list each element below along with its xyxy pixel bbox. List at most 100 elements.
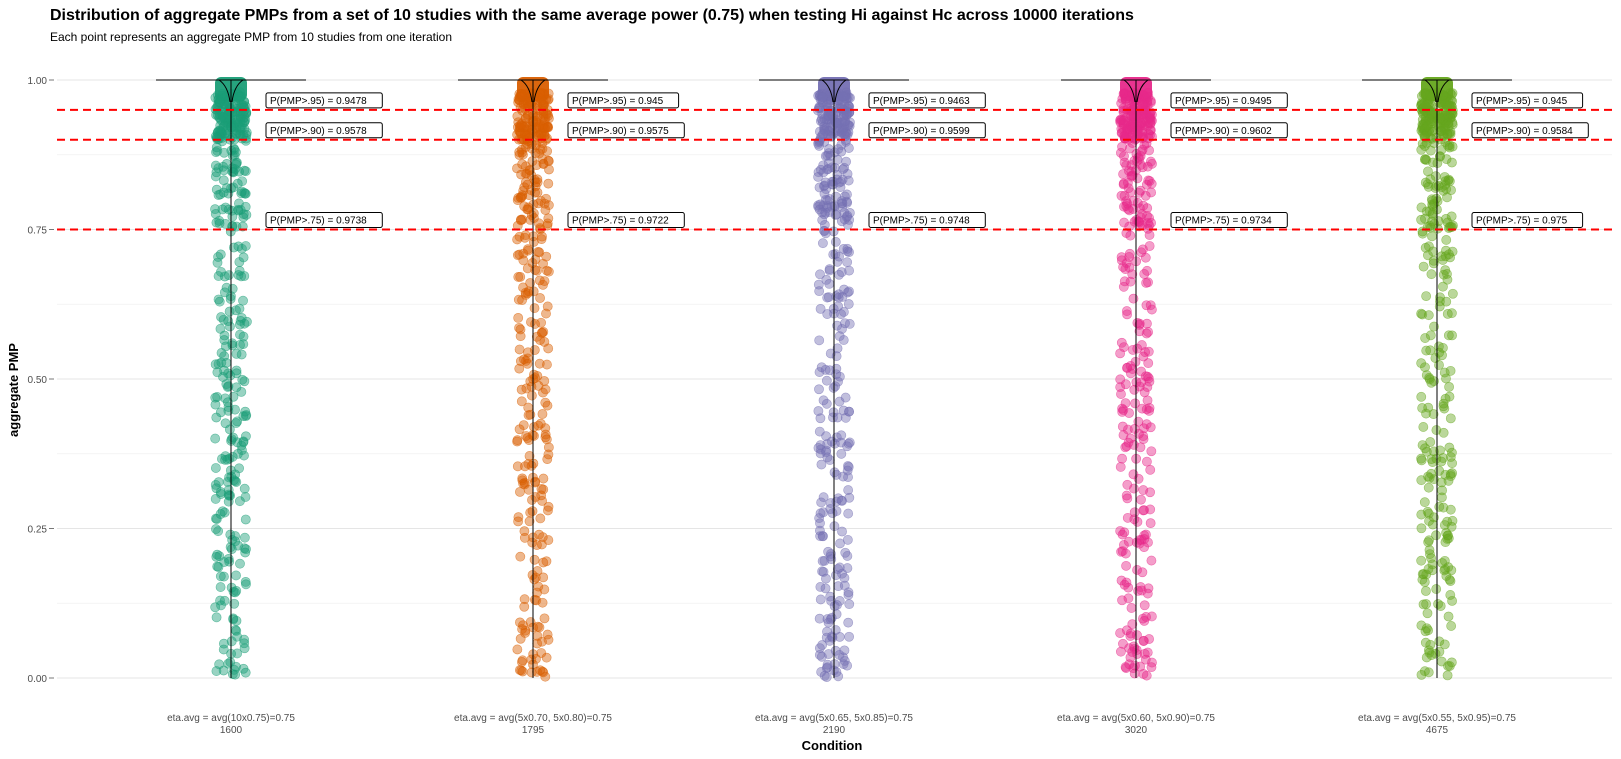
data-point: [1134, 153, 1145, 164]
annotation-box: [1170, 122, 1288, 139]
data-point: [830, 645, 841, 656]
data-point: [1116, 128, 1127, 138]
data-point: [1119, 217, 1129, 228]
data-point: [540, 205, 551, 215]
data-point: [814, 613, 825, 624]
data-point: [520, 230, 531, 241]
chart-title: Distribution of aggregate PMPs from a se…: [50, 7, 1134, 24]
data-point: [512, 250, 523, 261]
data-point: [1145, 464, 1156, 475]
data-point: [1423, 114, 1434, 125]
data-point: [231, 368, 242, 379]
data-point: [1428, 409, 1439, 419]
data-point: [519, 601, 530, 612]
x-tick-count: 4675: [1426, 725, 1449, 736]
data-point: [223, 368, 234, 379]
x-tick-label: eta.avg = avg(5x0.60, 5x0.90)=0.75: [1057, 713, 1215, 724]
data-point: [1120, 379, 1131, 390]
data-point: [519, 479, 530, 490]
data-point: [837, 198, 847, 209]
annotation-label: P(PMP>.95) = 0.9478: [270, 96, 367, 107]
data-point: [538, 473, 549, 484]
data-point: [825, 150, 836, 161]
data-point: [834, 269, 844, 280]
data-point: [231, 348, 242, 359]
data-point: [215, 323, 226, 334]
annotation-box: [1170, 212, 1288, 228]
data-point: [235, 92, 245, 102]
data-point: [225, 657, 236, 667]
data-point: [215, 582, 226, 592]
data-point: [1120, 442, 1131, 453]
data-point: [1422, 120, 1433, 131]
data-point: [534, 529, 544, 540]
data-point: [831, 667, 842, 677]
data-point: [823, 163, 834, 174]
y-tick-label: 0.50: [28, 375, 48, 386]
data-point: [844, 492, 855, 503]
data-point: [530, 477, 541, 488]
data-point: [817, 92, 828, 103]
data-point: [837, 324, 847, 334]
data-point: [518, 420, 529, 431]
data-point: [1137, 567, 1148, 578]
data-point: [539, 376, 550, 386]
data-point: [1419, 577, 1430, 587]
data-point: [1136, 340, 1147, 350]
data-point: [220, 418, 231, 429]
data-point: [1421, 652, 1432, 663]
data-point: [814, 367, 825, 377]
data-point: [219, 507, 230, 518]
data-point: [818, 492, 829, 503]
data-point: [517, 657, 527, 667]
data-point: [1141, 328, 1152, 339]
data-point: [1128, 293, 1139, 304]
annotation-label: P(PMP>.90) = 0.9575: [572, 126, 669, 137]
data-point: [1125, 132, 1136, 143]
x-tick-label: eta.avg = avg(5x0.55, 5x0.95)=0.75: [1358, 713, 1516, 724]
data-point: [1426, 92, 1437, 103]
data-point: [235, 496, 245, 507]
data-point: [819, 188, 830, 199]
data-point: [532, 666, 542, 677]
data-point: [1146, 611, 1157, 622]
data-point: [1447, 117, 1458, 128]
data-point: [1138, 431, 1149, 441]
data-point: [1137, 129, 1148, 139]
data-point: [814, 286, 825, 297]
data-point: [1135, 203, 1145, 214]
data-point: [836, 448, 847, 459]
data-point: [1421, 408, 1431, 419]
annotation-label: P(PMP>.95) = 0.945: [1476, 96, 1568, 107]
data-point: [1428, 258, 1439, 269]
data-point: [1141, 404, 1152, 415]
data-point: [1142, 395, 1153, 406]
data-point: [211, 142, 222, 153]
annotation-label: P(PMP>.95) = 0.945: [572, 96, 664, 107]
data-point: [828, 249, 839, 260]
data-point: [236, 100, 247, 110]
data-point: [844, 599, 855, 610]
data-point: [1416, 620, 1427, 631]
data-point: [1142, 265, 1152, 276]
data-point: [1118, 179, 1129, 190]
annotation-box: [567, 212, 685, 228]
data-point: [213, 271, 224, 281]
data-point: [1430, 353, 1441, 363]
data-point: [211, 612, 222, 623]
data-point: [822, 614, 833, 624]
data-point: [1123, 593, 1134, 604]
data-point: [842, 189, 852, 200]
data-point: [836, 430, 847, 441]
data-point: [512, 461, 523, 472]
data-point: [1421, 586, 1431, 596]
data-point: [213, 562, 224, 572]
data-point: [515, 633, 526, 644]
data-point: [1141, 456, 1152, 467]
data-point: [825, 614, 836, 625]
data-point: [543, 213, 554, 224]
data-point: [1447, 330, 1457, 341]
data-point: [815, 531, 826, 542]
data-point: [1115, 462, 1126, 472]
data-point: [840, 318, 850, 329]
